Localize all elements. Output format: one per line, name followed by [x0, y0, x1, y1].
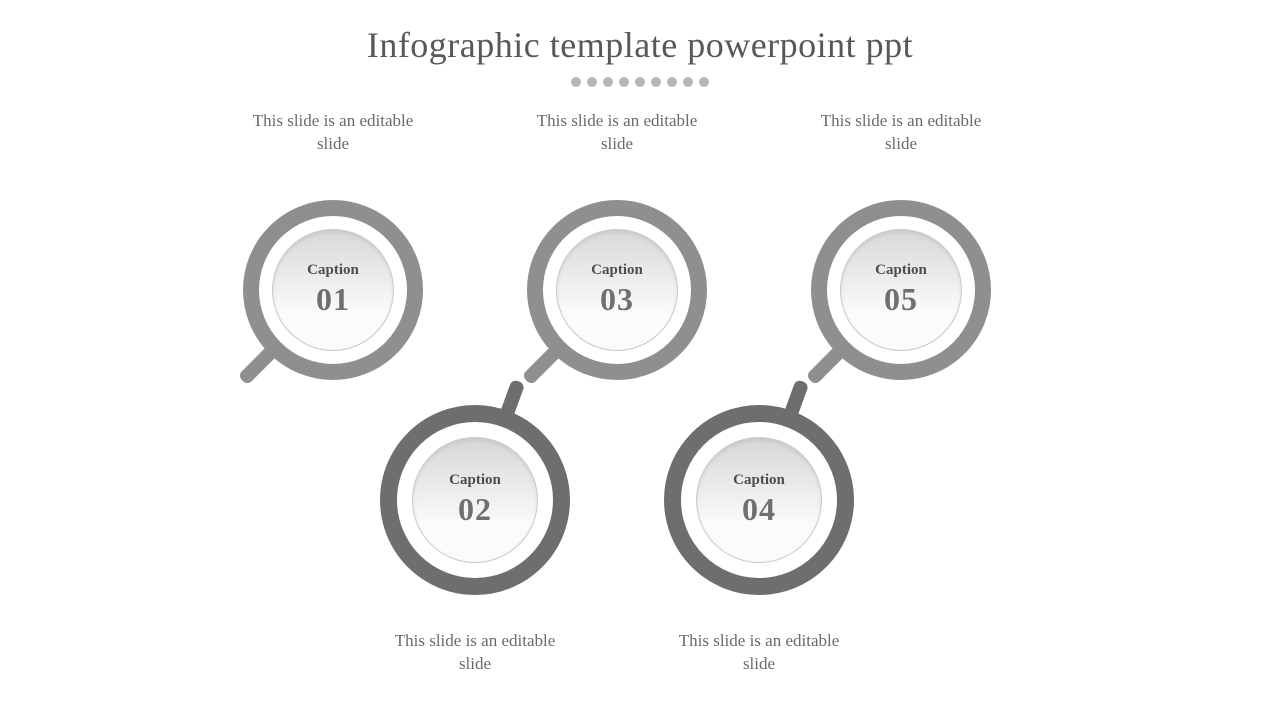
caption-label: Caption	[307, 262, 359, 279]
dot-icon	[635, 77, 645, 87]
step-node-3: Caption 03	[527, 200, 707, 380]
step-number: 03	[600, 281, 634, 318]
description-5: This slide is an editable slide	[811, 110, 991, 156]
description-4: This slide is an editable slide	[669, 630, 849, 676]
step-node-5: Caption 05	[811, 200, 991, 380]
slide-stage: Infographic template powerpoint ppt This…	[0, 0, 1280, 720]
dot-icon	[571, 77, 581, 87]
inner-disc: Caption 05	[840, 229, 962, 351]
dot-icon	[603, 77, 613, 87]
step-number: 04	[742, 491, 776, 528]
inner-disc: Caption 04	[696, 437, 822, 563]
description-2: This slide is an editable slide	[385, 630, 565, 676]
caption-label: Caption	[733, 472, 785, 489]
step-number: 05	[884, 281, 918, 318]
caption-label: Caption	[449, 472, 501, 489]
dot-icon	[667, 77, 677, 87]
dot-icon	[587, 77, 597, 87]
caption-label: Caption	[591, 262, 643, 279]
step-number: 01	[316, 281, 350, 318]
step-node-4: Caption 04	[664, 405, 854, 595]
inner-disc: Caption 03	[556, 229, 678, 351]
description-1: This slide is an editable slide	[243, 110, 423, 156]
slide-title: Infographic template powerpoint ppt	[0, 24, 1280, 66]
inner-disc: Caption 01	[272, 229, 394, 351]
inner-disc: Caption 02	[412, 437, 538, 563]
dot-icon	[683, 77, 693, 87]
step-node-1: Caption 01	[243, 200, 423, 380]
step-number: 02	[458, 491, 492, 528]
dot-icon	[619, 77, 629, 87]
dot-icon	[651, 77, 661, 87]
dot-icon	[699, 77, 709, 87]
step-node-2: Caption 02	[380, 405, 570, 595]
caption-label: Caption	[875, 262, 927, 279]
description-3: This slide is an editable slide	[527, 110, 707, 156]
title-dots	[0, 74, 1280, 92]
